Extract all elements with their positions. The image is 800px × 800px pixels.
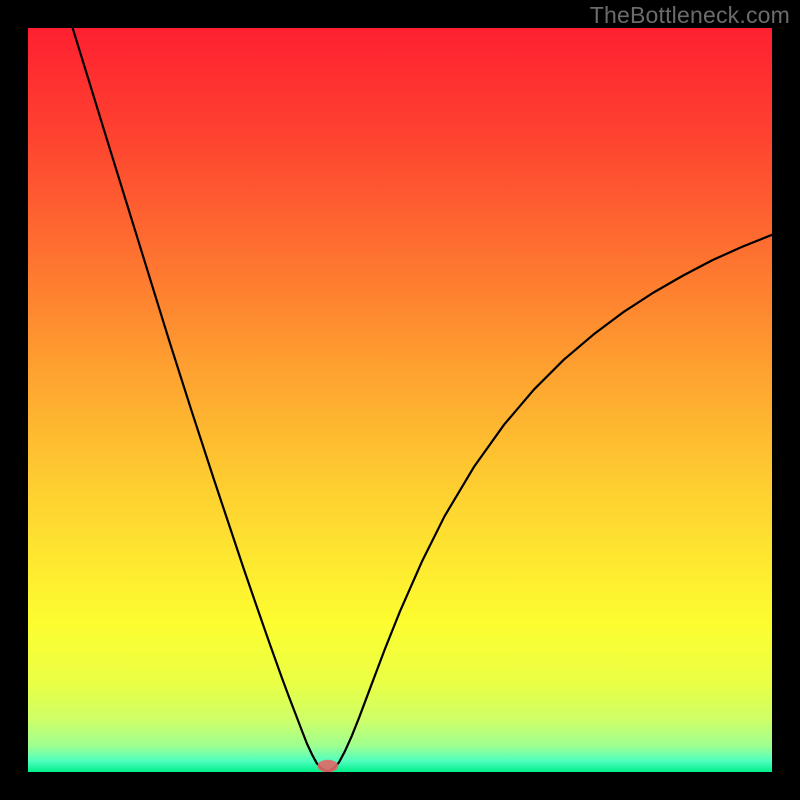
plot-area	[28, 28, 772, 772]
optimum-marker	[317, 760, 338, 772]
chart-canvas: TheBottleneck.com	[0, 0, 800, 800]
watermark-text: TheBottleneck.com	[590, 2, 790, 29]
plot-svg	[28, 28, 772, 772]
gradient-background	[28, 28, 772, 772]
